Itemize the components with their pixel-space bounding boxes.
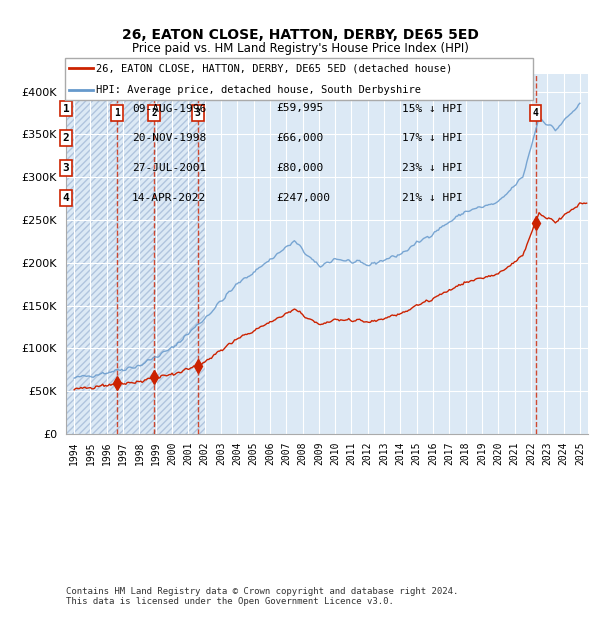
Text: 20-NOV-1998: 20-NOV-1998	[132, 133, 206, 143]
Text: HPI: Average price, detached house, South Derbyshire: HPI: Average price, detached house, Sout…	[96, 85, 421, 95]
Text: 26, EATON CLOSE, HATTON, DERBY, DE65 5ED: 26, EATON CLOSE, HATTON, DERBY, DE65 5ED	[122, 28, 478, 42]
Text: 4: 4	[533, 108, 538, 118]
Text: 17% ↓ HPI: 17% ↓ HPI	[402, 133, 463, 143]
Text: 2: 2	[62, 133, 70, 143]
Text: 09-AUG-1996: 09-AUG-1996	[132, 104, 206, 113]
Bar	[66, 74, 205, 434]
Text: £247,000: £247,000	[276, 193, 330, 203]
Text: 1: 1	[62, 104, 70, 113]
Text: £59,995: £59,995	[276, 104, 323, 113]
Text: 4: 4	[62, 193, 70, 203]
Text: 26, EATON CLOSE, HATTON, DERBY, DE65 5ED (detached house): 26, EATON CLOSE, HATTON, DERBY, DE65 5ED…	[96, 63, 452, 73]
Text: 27-JUL-2001: 27-JUL-2001	[132, 163, 206, 173]
Text: 1: 1	[114, 108, 119, 118]
Text: 15% ↓ HPI: 15% ↓ HPI	[402, 104, 463, 113]
Text: HPI: Average price, detached house, South Derbyshire: HPI: Average price, detached house, Sout…	[96, 85, 421, 95]
Text: 3: 3	[62, 163, 70, 173]
Text: 2: 2	[151, 108, 157, 118]
Text: Contains HM Land Registry data © Crown copyright and database right 2024.
This d: Contains HM Land Registry data © Crown c…	[66, 587, 458, 606]
Text: 14-APR-2022: 14-APR-2022	[132, 193, 206, 203]
Text: £80,000: £80,000	[276, 163, 323, 173]
Text: 21% ↓ HPI: 21% ↓ HPI	[402, 193, 463, 203]
Text: 26, EATON CLOSE, HATTON, DERBY, DE65 5ED (detached house): 26, EATON CLOSE, HATTON, DERBY, DE65 5ED…	[96, 63, 452, 73]
Text: 23% ↓ HPI: 23% ↓ HPI	[402, 163, 463, 173]
Text: £66,000: £66,000	[276, 133, 323, 143]
Text: 3: 3	[195, 108, 200, 118]
Text: Price paid vs. HM Land Registry's House Price Index (HPI): Price paid vs. HM Land Registry's House …	[131, 42, 469, 55]
